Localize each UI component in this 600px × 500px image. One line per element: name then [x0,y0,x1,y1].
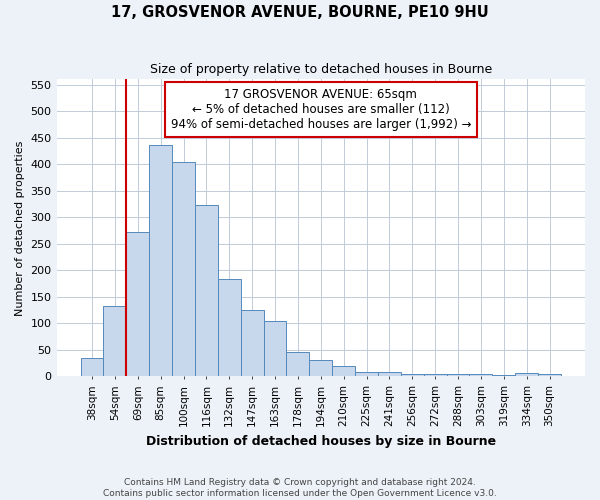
Bar [446,374,469,376]
Bar [241,310,263,376]
Bar [103,306,127,376]
Bar [332,366,355,376]
Y-axis label: Number of detached properties: Number of detached properties [15,140,25,316]
Bar [195,205,218,376]
Bar [127,232,149,376]
Bar [355,372,378,376]
Bar [286,352,310,376]
Bar [80,358,103,376]
Bar [493,375,515,376]
Title: Size of property relative to detached houses in Bourne: Size of property relative to detached ho… [149,62,492,76]
Bar [424,374,446,376]
Bar [263,320,286,376]
Bar [469,374,493,376]
X-axis label: Distribution of detached houses by size in Bourne: Distribution of detached houses by size … [146,434,496,448]
Bar [515,372,538,376]
Text: 17, GROSVENOR AVENUE, BOURNE, PE10 9HU: 17, GROSVENOR AVENUE, BOURNE, PE10 9HU [111,5,489,20]
Text: Contains HM Land Registry data © Crown copyright and database right 2024.
Contai: Contains HM Land Registry data © Crown c… [103,478,497,498]
Bar [310,360,332,376]
Bar [218,279,241,376]
Bar [401,374,424,376]
Text: 17 GROSVENOR AVENUE: 65sqm
← 5% of detached houses are smaller (112)
94% of semi: 17 GROSVENOR AVENUE: 65sqm ← 5% of detac… [170,88,471,132]
Bar [172,162,195,376]
Bar [538,374,561,376]
Bar [378,372,401,376]
Bar [149,145,172,376]
